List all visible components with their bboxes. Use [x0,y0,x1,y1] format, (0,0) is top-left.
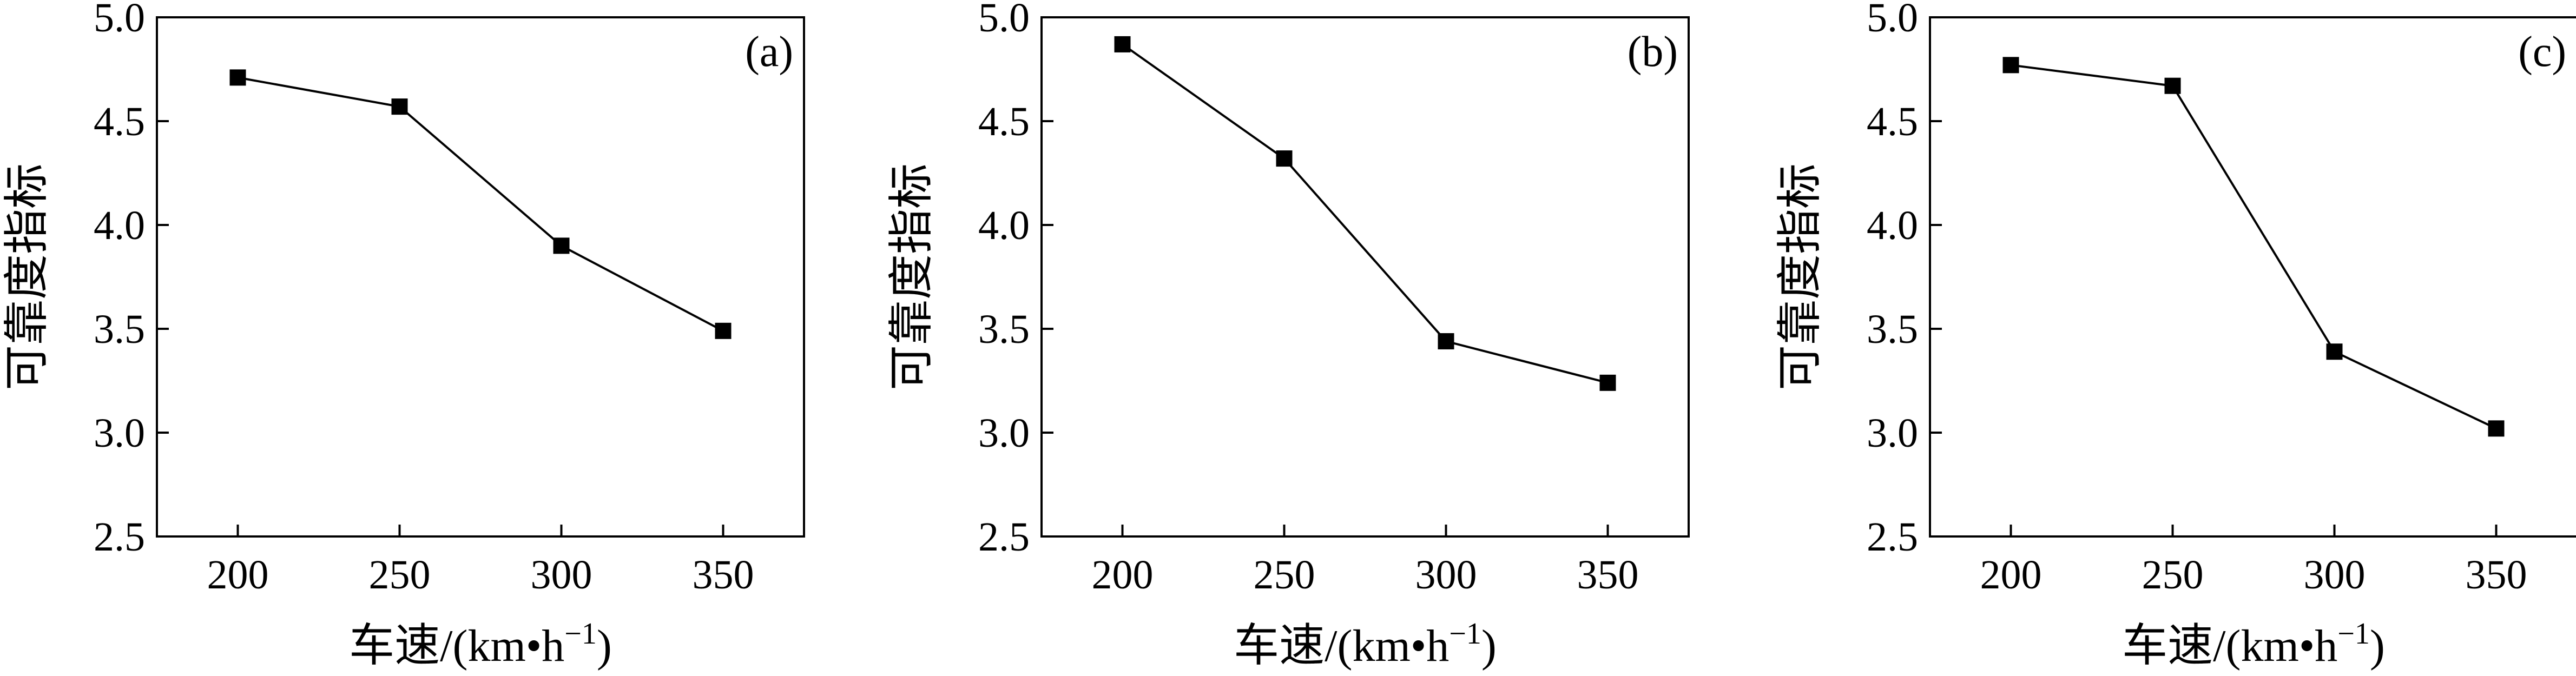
y-tick-label-0-4: 4.5 [94,99,145,144]
plot-frame-2 [1929,16,2576,538]
y-tick-label-0-5: 5.0 [94,0,145,41]
data-point-2-3 [2488,420,2505,437]
x-tick-label-2-3: 350 [2466,552,2527,598]
y-tick-label-2-5: 5.0 [1867,0,1918,41]
y-tick-label-1-2: 3.5 [978,307,1030,352]
y-tick-label-2-0: 2.5 [1867,514,1918,560]
data-point-0-0 [229,69,246,86]
y-axis-title-2: 可靠度指标 [1775,163,1826,390]
y-tick-label-0-0: 2.5 [94,514,145,560]
x-tick-label-1-1: 250 [1254,552,1315,598]
chart-panel-2: 2.5 3.0 3.5 4.0 4.5 5.0 200 250 300 350 (c) 车速/(km•… [1775,0,2576,671]
series-line-2-0 [2011,64,2497,430]
y-tick-label-0-3: 4.0 [94,203,145,248]
x-axis-title-2: 车速/(km•h−1) [2122,617,2385,671]
y-tick-label-2-2: 3.5 [1867,307,1918,352]
plot-frame-1 [1040,16,1690,538]
x-axis-title-0: 车速/(km•h−1) [349,617,612,671]
data-point-1-1 [1276,150,1293,167]
x-tick-label-0-2: 300 [531,552,592,598]
data-point-2-1 [2164,77,2181,94]
x-tick-label-0-3: 350 [693,552,754,598]
panel-label-2: (c) [2518,28,2566,76]
x-axis-title-1: 车速/(km•h−1) [1234,617,1497,671]
x-tick-label-1-0: 200 [1092,552,1154,598]
x-tick-label-1-3: 350 [1577,552,1639,598]
series-line-1-0 [1122,43,1608,384]
data-point-0-2 [553,237,570,254]
y-tick-label-2-1: 3.0 [1867,410,1918,456]
data-point-0-3 [715,322,732,339]
y-axis-title-1: 可靠度指标 [887,163,937,390]
chart-panel-1: 2.5 3.0 3.5 4.0 4.5 5.0 200 250 300 350 (b) 车速/(km•… [887,0,1690,671]
data-point-0-1 [391,98,408,115]
x-tick-label-1-2: 300 [1415,552,1477,598]
y-tick-label-2-3: 4.0 [1867,203,1918,248]
y-tick-label-1-4: 4.5 [978,99,1030,144]
panel-label-0: (a) [745,28,793,76]
x-tick-label-2-1: 250 [2142,552,2204,598]
x-tick-label-2-0: 200 [1980,552,2042,598]
y-tick-label-2-4: 4.5 [1867,99,1918,144]
y-tick-label-1-0: 2.5 [978,514,1030,560]
y-axis-title-0: 可靠度指标 [2,163,52,390]
y-tick-label-0-2: 3.5 [94,307,145,352]
x-tick-label-0-0: 200 [207,552,269,598]
data-point-2-2 [2326,343,2343,360]
panel-label-1: (b) [1628,28,1678,76]
data-point-1-3 [1599,374,1616,391]
series-line-0-0 [238,76,724,332]
data-point-1-0 [1114,36,1131,52]
y-tick-label-1-3: 4.0 [978,203,1030,248]
y-tick-label-1-5: 5.0 [978,0,1030,41]
y-tick-label-0-1: 3.0 [94,410,145,456]
data-point-1-2 [1438,333,1454,350]
plot-frame-0 [156,16,805,538]
y-tick-label-1-1: 3.0 [978,410,1030,456]
x-tick-label-2-2: 300 [2304,552,2366,598]
data-point-2-0 [2002,57,2019,74]
x-tick-label-0-1: 250 [369,552,431,598]
chart-panel-0: 2.5 3.0 3.5 4.0 4.5 5.0 200 250 300 350 (a) 车速/(km•… [2,0,805,671]
